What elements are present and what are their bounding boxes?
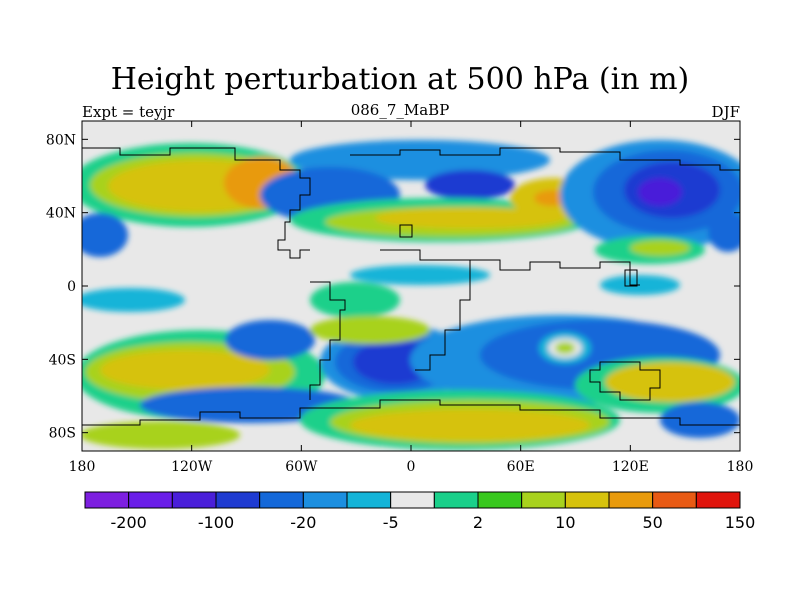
season-label: DJF — [711, 103, 740, 121]
colorbar-box — [215, 491, 261, 509]
coastline-south-america — [309, 281, 346, 400]
coastline-europe-asia — [350, 147, 740, 171]
period-label: 086_7_MaBP — [350, 101, 450, 119]
colorbar-box — [433, 491, 479, 509]
coastline-island — [399, 224, 413, 238]
colorbar-box — [521, 491, 566, 509]
field-region — [350, 265, 490, 285]
field-region — [310, 316, 430, 344]
field-region — [708, 212, 740, 252]
field-region — [638, 178, 682, 206]
colorbar-box — [695, 491, 741, 509]
field-region — [100, 350, 270, 390]
colorbar-box — [477, 491, 523, 509]
coastline-antarctica — [82, 399, 740, 426]
x-tick-label: 60E — [507, 459, 535, 475]
field-region — [375, 207, 565, 229]
colorbar-label: -5 — [383, 513, 399, 532]
colorbar-box — [171, 491, 217, 509]
contour-field — [82, 121, 740, 451]
colorbar-label: 2 — [473, 513, 483, 532]
coastlines — [82, 147, 740, 426]
colorbar-box — [128, 491, 173, 509]
y-tick-label: 40N — [46, 206, 76, 222]
x-tick-label: 0 — [407, 459, 416, 475]
colorbar-box — [84, 491, 130, 509]
x-tick-label: 120E — [612, 459, 649, 475]
colorbar: -200 -100 -20 -5 2 10 50 150 — [84, 491, 756, 532]
colorbar-box — [259, 491, 304, 509]
map-title: Height perturbation at 500 hPa (in m) — [110, 62, 690, 97]
colorbar-box — [346, 491, 392, 509]
field-region — [605, 362, 735, 402]
colorbar-label: 10 — [555, 513, 575, 532]
field-region — [310, 282, 400, 318]
colorbar-label: 50 — [642, 513, 662, 532]
y-tick-label: 0 — [67, 279, 76, 295]
coastline-africa — [380, 249, 471, 371]
colorbar-box — [608, 491, 654, 509]
field-region — [82, 288, 185, 312]
x-tick-label: 180 — [727, 459, 754, 475]
x-tick-label: 120W — [171, 459, 213, 475]
experiment-label: Expt = teyjr — [82, 103, 175, 121]
colorbar-box — [564, 491, 610, 509]
field-region — [555, 342, 575, 354]
field-region — [425, 170, 515, 200]
colorbar-box — [302, 491, 348, 509]
colorbar-box — [652, 491, 697, 509]
x-tick-label: 180 — [69, 459, 96, 475]
colorbar-label: -20 — [290, 513, 316, 532]
field-region — [82, 421, 240, 449]
coastline-south-asia — [470, 259, 640, 286]
field-region — [82, 213, 128, 257]
field-region — [225, 320, 315, 360]
field-region — [630, 240, 690, 256]
colorbar-label: -100 — [198, 513, 234, 532]
colorbar-box — [390, 491, 435, 509]
colorbar-label: 150 — [725, 513, 756, 532]
colorbar-label: -200 — [111, 513, 147, 532]
field-region — [350, 409, 590, 441]
x-tick-label: 60W — [285, 459, 318, 475]
coastline-north-america — [82, 147, 311, 259]
field-region — [660, 402, 740, 438]
y-tick-label: 80S — [49, 426, 76, 442]
y-tick-label: 80N — [46, 132, 76, 148]
coastline-australia — [589, 361, 661, 401]
y-tick-label: 40S — [49, 352, 76, 368]
axis-ticks: 180 120W 60W 0 60E 120E 180 80N 40N 0 40S 80S — [46, 121, 753, 475]
coastline-island — [624, 269, 638, 287]
